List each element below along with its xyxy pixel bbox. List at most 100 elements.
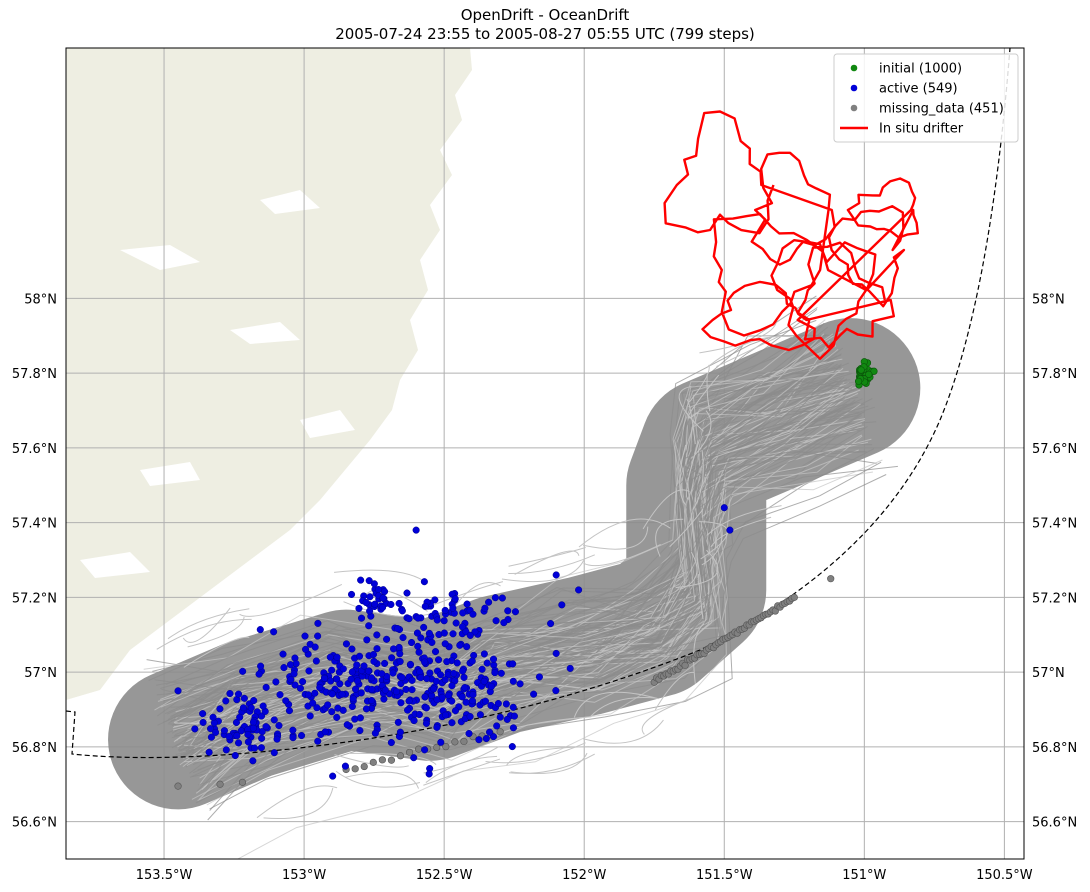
trajectory-fringe [654, 671, 694, 711]
active-particle [485, 598, 493, 606]
active-particle [516, 680, 524, 688]
trajectory-fringe [583, 719, 664, 744]
active-particle [425, 770, 433, 778]
active-particle [280, 664, 288, 672]
active-particle [448, 682, 456, 690]
trajectory-line [148, 396, 859, 681]
active-particle [396, 728, 404, 736]
missing-particle [396, 752, 405, 760]
active-particle [468, 657, 476, 665]
active-particle [398, 607, 406, 615]
active-particle [552, 571, 560, 579]
active-particle [405, 615, 413, 623]
title-line-2: 2005-07-24 23:55 to 2005-08-27 05:55 UTC… [335, 25, 755, 43]
active-particle [326, 653, 334, 661]
active-particle [448, 697, 456, 705]
trajectory-fringe [508, 753, 595, 774]
missing-particle [442, 743, 450, 751]
active-particle [494, 699, 502, 708]
active-particle [225, 733, 233, 741]
active-particle [456, 641, 464, 649]
trajectory-fringe [694, 410, 712, 456]
active-particle [509, 677, 517, 685]
trajectory-fringe [263, 787, 334, 819]
active-particle [440, 629, 448, 637]
active-particle [226, 690, 234, 698]
active-particle [402, 685, 410, 693]
active-particle [443, 658, 451, 666]
trajectory-fringe [582, 526, 649, 550]
trajectory-fringe [669, 509, 704, 548]
active-particle [239, 704, 247, 712]
trajectory-fringe [573, 691, 659, 718]
active-particle [475, 736, 483, 744]
active-particle [469, 691, 477, 699]
missing-particle [369, 758, 377, 766]
trajectory-fringe [514, 550, 580, 575]
active-particle [342, 640, 350, 648]
active-particle [431, 648, 440, 656]
active-particle [422, 719, 431, 727]
trajectory-fringe [450, 582, 501, 613]
active-particle [426, 669, 434, 677]
active-particle [339, 706, 347, 714]
particle-layer [174, 358, 878, 790]
active-particle [362, 705, 371, 713]
initial-particle [865, 370, 873, 379]
active-particle [491, 669, 499, 677]
active-particle [381, 659, 389, 667]
active-particle [368, 685, 376, 693]
trajectory-fringe [641, 696, 695, 735]
trajectory-fringe [687, 374, 720, 419]
active-particle [370, 657, 378, 665]
trajectory-fringe [678, 385, 704, 432]
active-particle [437, 738, 445, 746]
active-particle [231, 751, 239, 760]
active-particle [348, 645, 356, 653]
active-particle [511, 608, 520, 616]
active-particle [421, 658, 429, 666]
legend-marker [850, 104, 858, 112]
active-particle [270, 749, 278, 757]
trajectory-line [192, 448, 875, 774]
active-particle [463, 600, 471, 608]
active-particle [438, 693, 446, 701]
active-particle [309, 699, 317, 707]
trajectory-fringe [698, 574, 704, 620]
active-particle [370, 580, 378, 588]
active-particle [373, 645, 381, 653]
active-particle [394, 624, 402, 633]
active-particle [339, 665, 347, 673]
active-particle [408, 686, 416, 694]
active-particle [433, 723, 441, 731]
y-tick-label-right: 57°N [1032, 666, 1065, 681]
trajectory-line [164, 366, 828, 715]
active-particle [314, 632, 322, 640]
active-particle [552, 687, 560, 695]
active-particle [509, 724, 517, 732]
missing-particle [405, 748, 414, 756]
active-particle [487, 682, 496, 690]
active-particle [262, 683, 270, 691]
active-particle [460, 673, 468, 681]
active-particle [207, 733, 215, 741]
active-particle [408, 676, 416, 684]
trajectory-fringe [679, 444, 687, 505]
y-tick-label-right: 57.8°N [1032, 367, 1077, 382]
active-particle [351, 685, 360, 693]
active-particle [311, 643, 319, 651]
initial-particle [854, 377, 863, 385]
active-particle [452, 619, 460, 627]
active-particle [390, 645, 398, 653]
trajectory-line [198, 333, 825, 800]
active-particle [547, 619, 555, 628]
y-tick-label-left: 57.4°N [12, 517, 57, 532]
active-particle [441, 606, 449, 614]
trajectory-fringe [423, 758, 501, 786]
active-particle [508, 743, 516, 751]
active-particle [476, 711, 484, 719]
active-particle [314, 619, 322, 627]
y-tick-label-left: 57.6°N [12, 442, 57, 457]
active-particle [220, 727, 228, 735]
y-tick-label-left: 58°N [24, 292, 57, 307]
